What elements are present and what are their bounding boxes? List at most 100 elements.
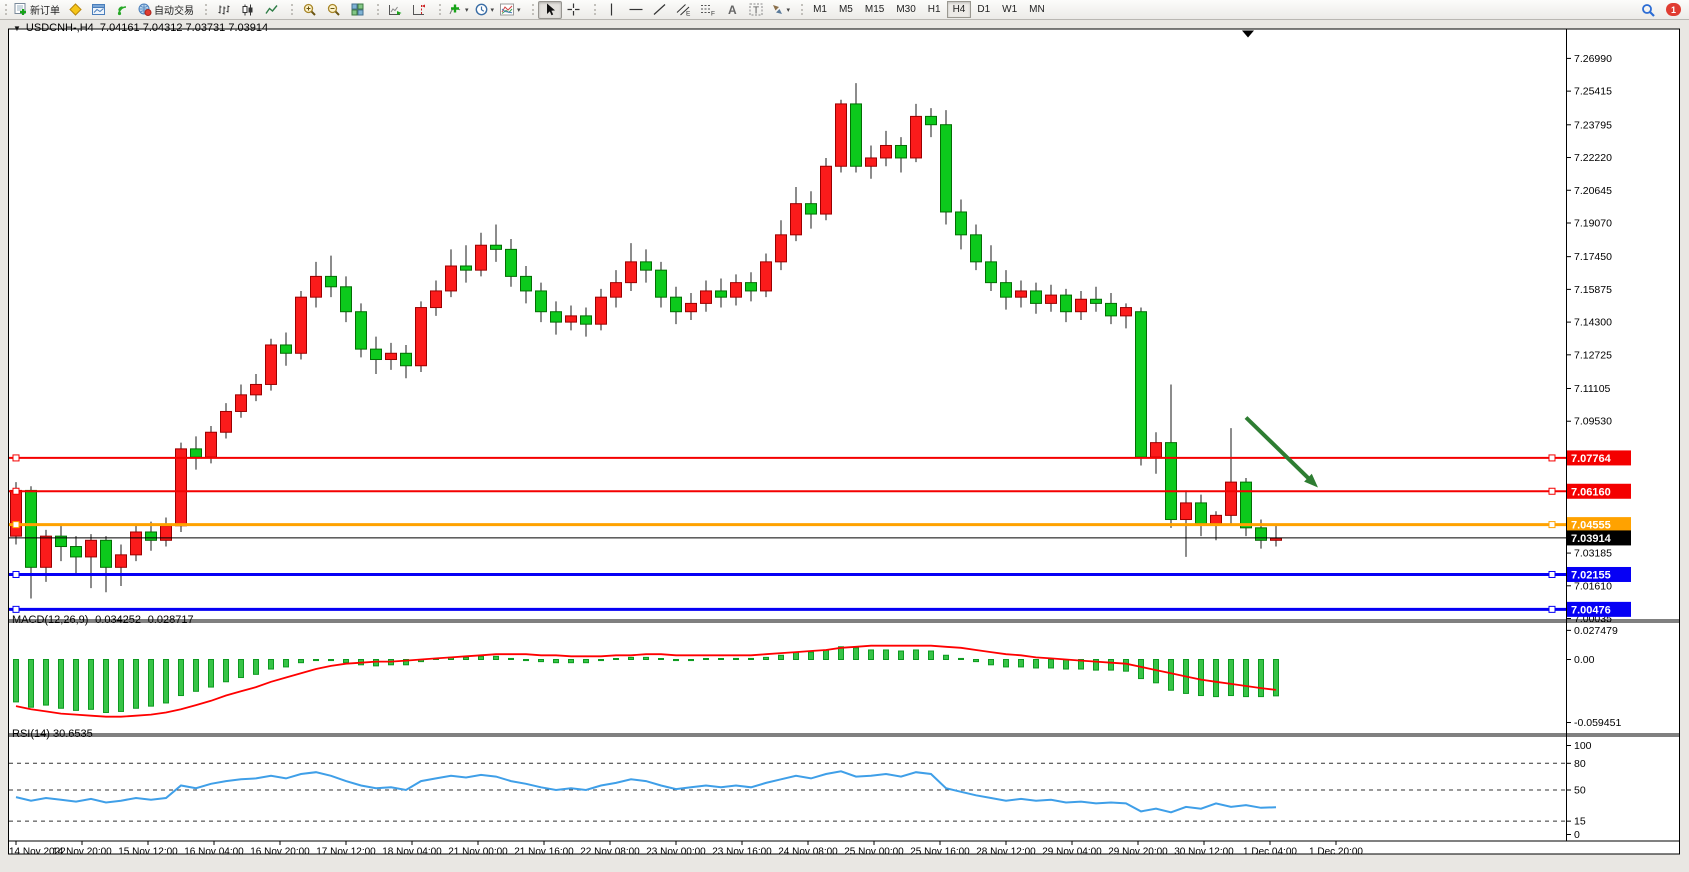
add-indicator-button[interactable]: ▾ [445, 1, 472, 19]
periods-icon [475, 3, 487, 16]
candle-up [760, 261, 772, 292]
chart-shift-icon [413, 4, 425, 15]
toolbar-group-objects: E F A T ▾ [589, 0, 797, 19]
horizontal-line-7.04555[interactable]: 7.04555 [9, 517, 1631, 533]
new-order-button[interactable]: 新订单 [11, 1, 63, 19]
macd-bar [1258, 659, 1264, 698]
vertical-line-button[interactable] [600, 1, 624, 19]
text-button[interactable]: A [720, 1, 744, 19]
timeframe-h1[interactable]: H1 [927, 4, 941, 15]
timeframe-m5[interactable]: M5 [838, 4, 853, 15]
candle-down [1090, 298, 1102, 304]
auto-scroll-button[interactable] [383, 1, 407, 19]
line-anchor-marker[interactable] [12, 570, 20, 578]
candlestick-chart-button[interactable] [235, 1, 259, 19]
macd-bar [298, 659, 304, 664]
templates-button[interactable]: ▾ [497, 1, 524, 19]
trendline-button[interactable] [648, 1, 672, 19]
price-line-badge [1567, 450, 1631, 466]
candle-down [580, 315, 592, 325]
macd-bar [658, 658, 664, 660]
candle-up [295, 296, 307, 354]
line-chart-button[interactable] [259, 1, 283, 19]
chart-window-button[interactable] [87, 1, 111, 19]
trend-arrow-annotation[interactable] [1244, 416, 1318, 488]
toolbar-group-trade: 新订单 自动交易 [0, 0, 200, 19]
crosshair-button[interactable] [562, 1, 586, 19]
tile-windows-button[interactable] [345, 1, 369, 19]
equidistant-channel-button[interactable]: E [672, 1, 696, 19]
candle-down [1135, 311, 1147, 458]
candle-down [970, 234, 982, 263]
line-anchor-marker[interactable] [12, 454, 20, 462]
chart-shift-marker[interactable] [1242, 30, 1254, 38]
timeframe-d1[interactable]: D1 [977, 4, 991, 15]
line-anchor-marker[interactable] [12, 487, 20, 495]
timeframe-m30[interactable]: M30 [896, 4, 916, 15]
svg-text:7.25415: 7.25415 [1574, 86, 1612, 98]
horizontal-line-button[interactable] [624, 1, 648, 19]
candle-down [325, 275, 337, 288]
zoom-out-icon [327, 3, 340, 16]
price-chart-svg[interactable]: 7.26990 7.25415 7.23795 7.22220 7.20645 7.190… [0, 19, 1689, 872]
zoom-out-button[interactable] [321, 1, 345, 19]
horizontal-line-7.02155[interactable]: 7.02155 [9, 566, 1631, 582]
zoom-in-button[interactable] [297, 1, 321, 19]
timeframe-mn[interactable]: MN [1029, 4, 1045, 15]
candlestick-chart-icon [242, 4, 252, 15]
line-anchor-marker[interactable] [12, 521, 20, 529]
date-label: 1 Dec 20:00 [1309, 847, 1363, 858]
line-anchor-marker[interactable] [1548, 570, 1556, 578]
macd-bar [733, 657, 739, 661]
bar-chart-button[interactable] [211, 1, 235, 19]
fibonacci-button[interactable]: F [696, 1, 720, 19]
line-anchor-marker[interactable] [1548, 521, 1556, 529]
layout-button[interactable] [63, 1, 87, 19]
signals-button[interactable] [111, 1, 135, 19]
chart-shift-button[interactable] [407, 1, 431, 19]
toolbar-group-zoom [286, 0, 372, 19]
horizontal-line-7.07764[interactable]: 7.07764 [9, 450, 1631, 466]
line-anchor-marker[interactable] [1548, 454, 1556, 462]
equidistant-channel-icon: E [676, 4, 691, 16]
svg-text:7.17450: 7.17450 [1574, 251, 1612, 263]
periods-button[interactable]: ▾ [472, 1, 498, 19]
timeframe-h4[interactable]: H4 [946, 1, 972, 18]
date-label: 29 Nov 20:00 [1108, 847, 1168, 858]
candle-up [625, 261, 637, 284]
chart-menu-caret-icon[interactable]: ▼ [13, 24, 21, 33]
macd-bar [598, 659, 604, 662]
candle-down [55, 535, 67, 548]
search-icon [1642, 3, 1655, 17]
line-anchor-marker[interactable] [1548, 605, 1556, 613]
toolbar-group-timeframes: M1 M5 M15 M30 H1 H4 D1 W1 MN [796, 0, 1054, 19]
timeframe-m1[interactable]: M1 [813, 4, 827, 15]
horizontal-line-7.06160[interactable]: 7.06160 [9, 483, 1631, 499]
macd-bar [1228, 659, 1234, 697]
toolbar-group-chart-type [200, 0, 286, 19]
svg-text:7.23795: 7.23795 [1574, 119, 1612, 131]
arrow-shapes-button[interactable]: ▾ [768, 1, 794, 19]
macd-bar [1018, 659, 1024, 668]
macd-bar [793, 651, 799, 661]
timeframe-w1[interactable]: W1 [1002, 4, 1018, 15]
new-order-icon [14, 3, 26, 15]
text-label-button[interactable]: T [744, 1, 768, 19]
search-button[interactable] [1636, 1, 1660, 19]
zoom-in-icon [303, 3, 316, 16]
timeframe-m15[interactable]: M15 [864, 4, 885, 15]
auto-trading-button[interactable]: 自动交易 [135, 1, 197, 19]
cursor-button[interactable] [537, 0, 562, 19]
date-label: 29 Nov 04:00 [1042, 847, 1102, 858]
chart-window[interactable]: 7.26990 7.25415 7.23795 7.22220 7.20645 7.190… [0, 19, 1689, 858]
macd-bar [343, 659, 349, 664]
candle-up [565, 315, 577, 323]
notification-icon[interactable]: 1 [1666, 3, 1681, 16]
horizontal-line-7.00476[interactable]: 7.00476 [9, 601, 1631, 617]
macd-bar [1273, 659, 1279, 697]
line-anchor-marker[interactable] [12, 605, 20, 613]
candle-down [1030, 290, 1042, 304]
candle-down [805, 203, 817, 215]
line-anchor-marker[interactable] [1548, 487, 1556, 495]
candle-down [1255, 527, 1267, 541]
